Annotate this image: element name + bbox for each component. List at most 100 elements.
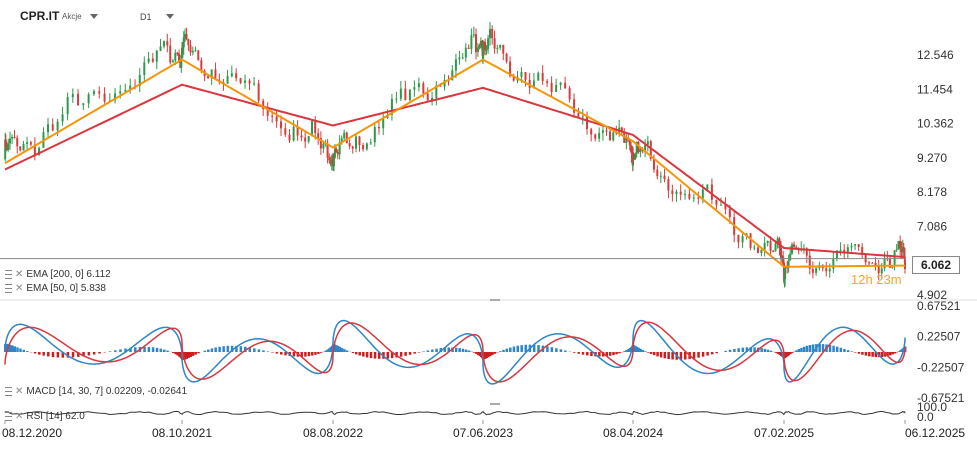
candle-body — [783, 279, 786, 283]
macd-hist-bar — [280, 352, 283, 355]
macd-hist-bar — [417, 352, 421, 353]
candle-body — [16, 137, 19, 147]
candle-body — [832, 258, 835, 269]
candle-body — [244, 80, 247, 83]
candle-body — [404, 88, 407, 101]
remove-indicator-icon[interactable]: ✕ — [15, 282, 24, 294]
candle-body — [200, 60, 203, 71]
candle-body — [509, 61, 512, 76]
candle-body — [194, 50, 197, 52]
macd-hist-bar — [187, 352, 190, 358]
candle-body — [577, 112, 580, 117]
macd-hist-bar — [715, 352, 718, 354]
rsi-tick-label: 0.0 — [917, 410, 934, 424]
candle-countdown: 12h 23m — [851, 272, 902, 287]
candle-body — [692, 197, 695, 199]
macd-hist-bar — [51, 352, 55, 358]
macd-hist-bar — [791, 352, 794, 353]
candle-body — [753, 247, 756, 249]
macd-hist-bar — [82, 352, 85, 357]
remove-indicator-icon[interactable]: ✕ — [15, 268, 24, 280]
candle-body — [253, 83, 256, 85]
macd-hist-bar — [811, 344, 815, 352]
macd-hist-bar — [222, 346, 225, 352]
macd-hist-bar — [505, 348, 509, 352]
macd-hist-bar — [304, 352, 307, 357]
macd-hist-bar — [257, 349, 261, 352]
ema200-line — [4, 83, 906, 259]
macd-hist-bar — [499, 351, 502, 352]
macd-hist-bar — [253, 348, 256, 352]
macd-hist-bar — [77, 352, 80, 357]
candle-body — [307, 136, 310, 142]
candle-body — [176, 52, 179, 54]
macd-hist-bar — [891, 352, 894, 355]
candle-body — [532, 80, 535, 89]
indicator-settings-icon[interactable] — [5, 387, 12, 396]
remove-indicator-icon[interactable]: ✕ — [15, 385, 24, 397]
macd-legend-label: MACD [14, 30, 7] 0.02209, -0.02641 — [26, 386, 188, 397]
candle-body — [697, 197, 700, 199]
candle-body — [329, 160, 332, 165]
macd-hist-bar — [189, 352, 192, 357]
candle-body — [296, 126, 299, 136]
macd-hist-bar — [724, 350, 727, 352]
candle-body — [13, 136, 16, 138]
macd-hist-bar — [818, 343, 821, 352]
candle-body — [214, 69, 217, 80]
macd-hist-bar — [300, 352, 303, 357]
macd-hist-bar — [207, 349, 210, 352]
indicator-settings-icon[interactable] — [5, 284, 12, 293]
timeframe-selector[interactable]: D1 — [140, 12, 152, 22]
macd-hist-bar — [786, 352, 789, 357]
candle-body — [496, 47, 499, 49]
macd-hist-bar — [843, 348, 846, 352]
candle-body — [336, 152, 339, 155]
macd-hist-bar — [623, 351, 626, 352]
pane-resize-handle[interactable] — [490, 299, 500, 301]
candle-body — [883, 258, 886, 269]
candle-body — [671, 190, 674, 195]
symbol-label[interactable]: CPR.IT — [20, 9, 60, 23]
macd-hist-bar — [555, 348, 558, 352]
candle-body — [828, 268, 831, 272]
candle-body — [573, 99, 576, 113]
macd-hist-bar — [625, 350, 628, 352]
macd-hist-bar — [861, 352, 864, 355]
candle-body — [774, 243, 777, 252]
macd-hist-bar — [671, 352, 674, 360]
macd-hist-bar — [19, 348, 22, 352]
candle-body — [114, 93, 117, 101]
candle-body — [491, 28, 494, 39]
candle-body — [345, 132, 348, 144]
price-tick-label: 10.362 — [917, 117, 954, 131]
symbol-dropdown-chevron-icon[interactable] — [90, 14, 98, 19]
candle-body — [559, 82, 562, 85]
candle-body — [338, 141, 341, 155]
macd-hist-bar — [166, 350, 169, 352]
macd-hist-bar — [871, 352, 874, 357]
candle-body — [182, 37, 185, 48]
candle-body — [119, 91, 122, 94]
candle-body — [541, 72, 544, 82]
remove-indicator-icon[interactable]: ✕ — [15, 410, 24, 422]
candle-body — [493, 38, 496, 49]
macd-hist-bar — [129, 347, 132, 352]
timeframe-dropdown-chevron-icon[interactable] — [166, 14, 174, 19]
macd-hist-bar — [284, 352, 287, 356]
candle-body — [512, 75, 515, 81]
macd-hist-bar — [454, 347, 458, 352]
candle-body — [724, 204, 727, 210]
indicator-settings-icon[interactable] — [5, 412, 12, 421]
candle-body — [38, 147, 41, 155]
candle-body — [537, 72, 540, 81]
macd-hist-bar — [210, 348, 214, 352]
macd-tick-label: 0.67521 — [917, 299, 961, 313]
macd-hist-bar — [435, 348, 438, 352]
macd-hist-bar — [155, 347, 159, 352]
candle-body — [210, 69, 213, 79]
indicator-settings-icon[interactable] — [5, 270, 12, 279]
candle-body — [124, 89, 127, 92]
pane-resize-handle[interactable] — [490, 403, 500, 405]
